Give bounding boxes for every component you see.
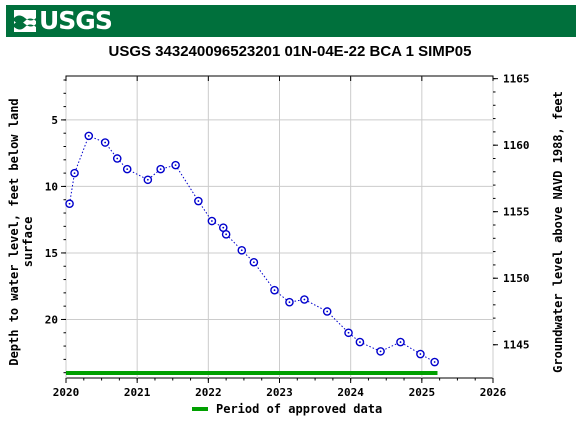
data-point-center [359,341,361,343]
data-point-center [104,141,107,144]
usgs-logo[interactable]: USGS [14,6,113,35]
usgs-banner: USGS [6,5,576,37]
data-point-center [347,331,350,334]
data-point-center [326,310,329,313]
data-point-center [273,289,276,292]
x-tick-label: 2024 [337,386,364,399]
legend-swatch [192,407,208,411]
chart-title: USGS 343240096523201 01N-04E-22 BCA 1 SI… [108,43,472,60]
data-point-center [399,341,402,343]
data-point-center [159,168,162,171]
left-tick-label: 10 [45,180,58,193]
data-point-center [116,157,119,160]
left-axis-ticks: 5 10 15 20 [45,79,66,374]
data-series [65,131,439,367]
data-point-center [222,226,225,229]
x-tick-label: 2025 [409,386,436,399]
data-point-center [240,249,243,252]
right-tick-label: 1150 [503,272,530,285]
data-point-center [126,168,129,171]
x-tick-label: 2026 [480,386,507,399]
left-axis-label-line2: surface [21,217,35,268]
data-point-center [419,353,422,355]
legend-label: Period of approved data [216,402,383,416]
right-axis-ticks: 1145 1150 1155 1160 1165 [493,73,530,352]
data-point-center [197,200,200,202]
usgs-logo-text: USGS [39,6,113,35]
left-tick-label: 15 [45,247,58,260]
data-point-center [303,298,306,301]
usgs-wave-icon [14,10,36,32]
data-point-center [87,134,90,137]
approved-period-bar [66,371,438,375]
data-point-center [225,233,228,236]
left-axis-label-line1: Depth to water level, feet below land [7,98,21,365]
data-point-center [288,301,291,304]
x-tick-label: 2021 [124,386,151,399]
x-tick-label: 2020 [53,386,80,399]
left-tick-label: 5 [51,114,58,127]
data-point-center [252,261,255,264]
right-tick-label: 1165 [503,73,530,86]
right-axis-label: Groundwater level above NAVD 1988, feet [551,91,565,373]
data-point-center [174,164,177,167]
right-tick-label: 1155 [503,206,530,219]
data-point-center [73,172,76,175]
legend: Period of approved data [192,402,382,416]
x-tick-label: 2023 [266,386,293,399]
data-point-center [379,350,382,353]
data-point-center [210,220,213,222]
data-point-center [146,178,149,181]
x-axis-ticks: 2020 2021 2022 2023 2024 2025 2026 [53,76,507,399]
x-tick-label: 2022 [195,386,222,399]
data-point-center [68,202,71,205]
right-tick-label: 1145 [503,339,530,352]
data-point-center [433,361,436,363]
approved-bar [66,371,438,375]
grid-lines [65,76,494,378]
left-tick-label: 20 [45,313,58,326]
right-tick-label: 1160 [503,139,530,152]
